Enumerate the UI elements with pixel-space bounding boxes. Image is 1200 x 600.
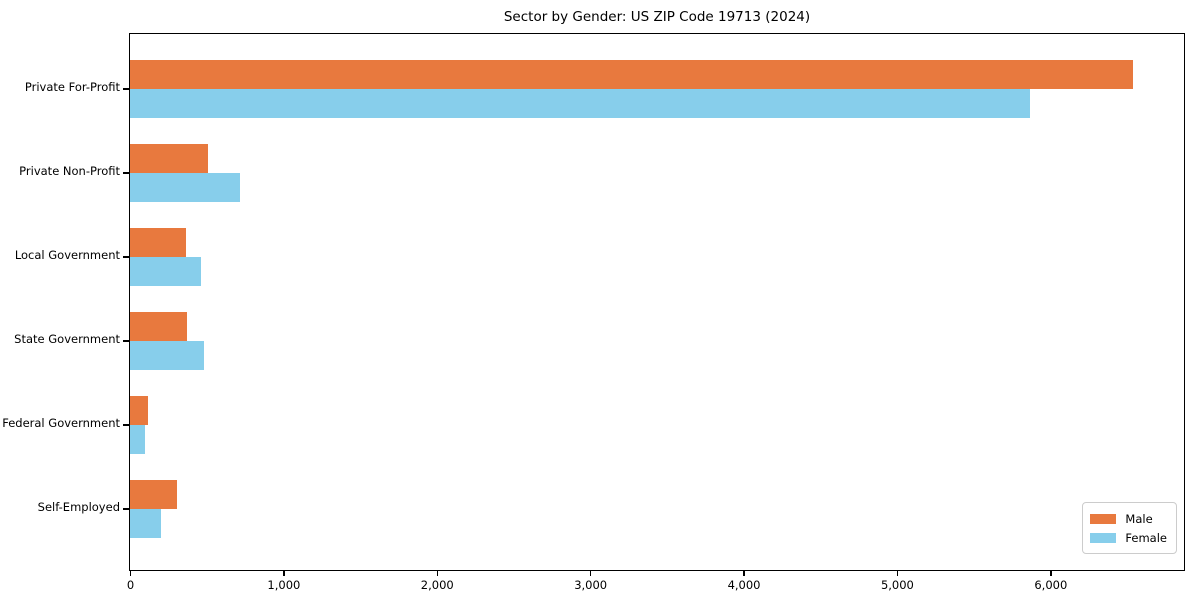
bar-female-2: [130, 173, 241, 202]
y-axis-label: Private Non-Profit: [19, 164, 120, 178]
x-axis-label: 2,000: [420, 578, 454, 592]
bar-male-6: [130, 480, 177, 509]
y-tick-mark: [123, 256, 129, 258]
legend: Male Female: [1082, 502, 1177, 554]
legend-item-female: Female: [1090, 528, 1167, 547]
x-tick-mark: [589, 571, 592, 576]
bar-female-5: [130, 425, 146, 454]
x-axis-label: 6,000: [1034, 578, 1068, 592]
y-axis-label: Federal Government: [2, 416, 120, 430]
bar-female-3: [130, 257, 202, 286]
y-axis-label: Self-Employed: [37, 500, 120, 514]
x-tick-mark: [283, 571, 285, 576]
x-axis-label: 0: [126, 578, 135, 592]
y-tick-mark: [123, 340, 129, 342]
bar-female-1: [130, 89, 1031, 118]
bar-male-3: [130, 228, 186, 257]
y-tick-mark: [123, 88, 129, 90]
y-tick-mark: [123, 508, 129, 510]
x-tick-mark: [1050, 571, 1052, 576]
bar-male-1: [130, 60, 1134, 89]
x-tick-mark: [743, 571, 745, 576]
x-tick-mark: [896, 571, 899, 576]
y-axis-label: State Government: [14, 332, 120, 346]
bar-female-6: [130, 509, 161, 538]
legend-label-female: Female: [1125, 530, 1167, 545]
x-axis-label: 3,000: [574, 578, 608, 592]
bar-male-5: [130, 396, 148, 425]
male-swatch-icon: [1090, 513, 1117, 524]
y-axis-label: Local Government: [14, 248, 120, 262]
bar-male-2: [130, 144, 209, 173]
x-axis-label: 1,000: [267, 578, 301, 592]
y-tick-mark: [123, 424, 129, 426]
female-swatch-icon: [1090, 532, 1117, 543]
x-axis-label: 4,000: [727, 578, 761, 592]
x-tick-mark: [129, 571, 132, 576]
legend-label-male: Male: [1125, 511, 1153, 526]
x-tick-mark: [436, 571, 439, 576]
plot-area: Male Female: [129, 33, 1185, 571]
legend-item-male: Male: [1090, 509, 1167, 528]
y-axis-label: Private For-Profit: [24, 80, 120, 94]
chart-title: Sector by Gender: US ZIP Code 19713 (202…: [503, 9, 811, 25]
bar-female-4: [130, 341, 204, 370]
bar-male-4: [130, 312, 187, 341]
x-axis-label: 5,000: [880, 578, 914, 592]
y-tick-mark: [123, 172, 129, 174]
